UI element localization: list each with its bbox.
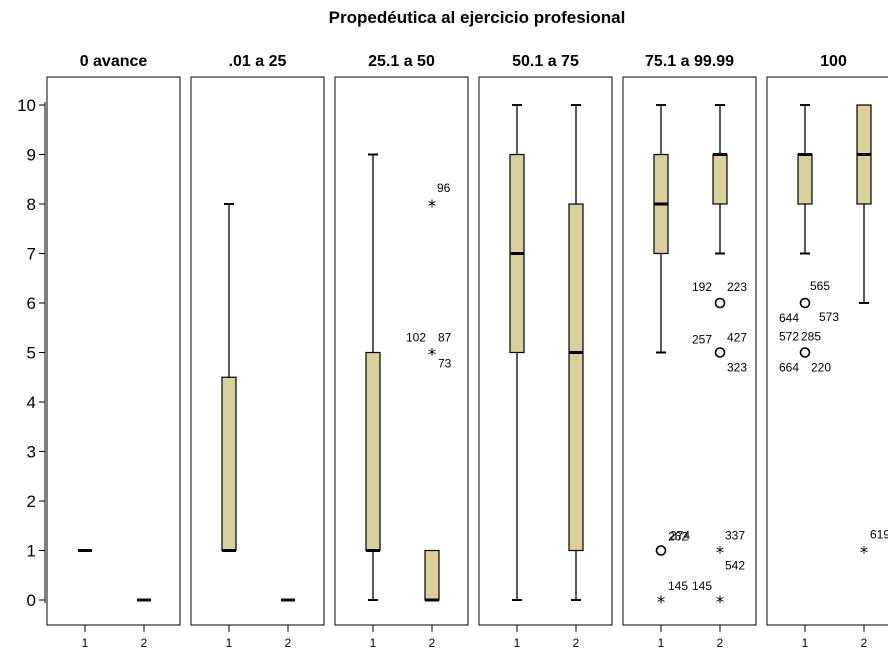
outlier-label: 102 bbox=[406, 331, 426, 345]
outlier-star: * bbox=[716, 593, 725, 613]
outlier-circle bbox=[799, 297, 811, 309]
outlier-label: 644 bbox=[779, 311, 799, 325]
outlier-label: 192 bbox=[692, 280, 712, 294]
y-tick-label: 2 bbox=[27, 492, 36, 511]
outlier-star: * bbox=[428, 346, 437, 366]
outlier-label: 274 bbox=[670, 529, 690, 543]
outlier-label: 145 bbox=[668, 579, 688, 593]
outlier-label: 619 bbox=[870, 528, 888, 542]
y-tick-label: 8 bbox=[27, 195, 36, 214]
panel: 100 1 565 644 573 572 285 664 220 2 *619 bbox=[766, 53, 888, 650]
x-tick-label: 2 bbox=[861, 636, 868, 650]
panel: 50.1 a 75 1 2 bbox=[478, 53, 613, 650]
y-tick-label: 3 bbox=[27, 443, 36, 462]
box-group: 2 bbox=[568, 104, 584, 650]
y-tick-label: 1 bbox=[27, 542, 36, 561]
outlier-label: 223 bbox=[727, 280, 747, 294]
panel-title: 50.1 a 75 bbox=[512, 53, 579, 70]
panel-frame bbox=[190, 76, 325, 626]
y-tick-label: 4 bbox=[27, 393, 36, 412]
outlier-star: * bbox=[657, 593, 666, 613]
box bbox=[568, 203, 584, 552]
box-group: 1 bbox=[78, 549, 92, 650]
outlier-label: 572 bbox=[779, 330, 799, 344]
box bbox=[221, 376, 237, 552]
panel-frame bbox=[46, 76, 181, 626]
y-tick-label: 10 bbox=[17, 96, 36, 115]
panel-frame bbox=[478, 76, 613, 626]
panel-title: 75.1 a 99.99 bbox=[645, 53, 734, 70]
x-tick-label: 2 bbox=[285, 636, 292, 650]
box-group: 2 *619 bbox=[856, 104, 888, 650]
x-tick-label: 1 bbox=[82, 636, 89, 650]
panel-title: .01 a 25 bbox=[229, 53, 287, 70]
outlier-circle bbox=[714, 297, 726, 309]
outlier-label: 664 bbox=[779, 361, 799, 375]
x-tick-label: 2 bbox=[429, 636, 436, 650]
outlier-label: 87 bbox=[438, 331, 452, 345]
box bbox=[424, 549, 440, 601]
outlier-label: 145 bbox=[692, 579, 712, 593]
x-tick-label: 1 bbox=[370, 636, 377, 650]
box-group: 1 bbox=[221, 203, 237, 650]
x-tick-label: 2 bbox=[573, 636, 580, 650]
y-tick-label: 9 bbox=[27, 146, 36, 165]
outlier-circle bbox=[655, 545, 667, 556]
outlier-label: 337 bbox=[725, 529, 745, 543]
panel: 0 avance 1 2 bbox=[46, 53, 181, 650]
x-tick-label: 1 bbox=[802, 636, 809, 650]
x-tick-label: 2 bbox=[141, 636, 148, 650]
outlier-label: 220 bbox=[811, 361, 831, 375]
chart-title: Propedéutica al ejercicio profesional bbox=[329, 8, 626, 27]
outlier-label: 427 bbox=[727, 331, 747, 345]
outlier-label: 542 bbox=[725, 559, 745, 573]
y-tick-label: 0 bbox=[27, 591, 36, 610]
outlier-label: 262 bbox=[668, 530, 688, 544]
panel-title: 25.1 a 50 bbox=[368, 53, 435, 70]
panel-frame bbox=[334, 76, 469, 626]
outlier-label: 257 bbox=[692, 333, 712, 347]
panel-title: 100 bbox=[820, 53, 847, 70]
outlier-circle bbox=[714, 347, 726, 358]
box-group: 1 565 644 573 572 285 664 220 bbox=[779, 104, 839, 650]
panel-frame bbox=[622, 76, 757, 626]
box-group: 1 262 *145 bbox=[653, 104, 688, 650]
x-tick-label: 1 bbox=[658, 636, 665, 650]
panel: .01 a 25 1 2 bbox=[190, 53, 325, 650]
y-tick-label: 6 bbox=[27, 294, 36, 313]
y-tick-label: 7 bbox=[27, 245, 36, 264]
box-group: 2 bbox=[281, 598, 295, 650]
panel-frame bbox=[766, 76, 888, 626]
box-group: 1 bbox=[509, 104, 525, 650]
box bbox=[365, 351, 381, 552]
x-tick-label: 2 bbox=[717, 636, 724, 650]
box-group: 1 bbox=[365, 153, 381, 650]
outlier-label: 573 bbox=[819, 310, 839, 324]
outlier-star: * bbox=[716, 544, 725, 564]
panel-title: 0 avance bbox=[80, 53, 148, 70]
x-tick-label: 1 bbox=[226, 636, 233, 650]
outlier-star: * bbox=[428, 197, 437, 217]
outlier-label: 285 bbox=[801, 330, 821, 344]
outlier-label: 96 bbox=[437, 181, 451, 195]
box bbox=[712, 153, 728, 205]
outlier-circle bbox=[799, 347, 811, 358]
box-group: 2 bbox=[137, 598, 151, 650]
outlier-label: 565 bbox=[810, 279, 830, 293]
outlier-label: 73 bbox=[438, 357, 452, 371]
box bbox=[797, 153, 813, 205]
y-tick-label: 5 bbox=[27, 344, 36, 363]
x-tick-label: 1 bbox=[514, 636, 521, 650]
outlier-star: * bbox=[860, 544, 869, 564]
outlier-label: 323 bbox=[727, 361, 747, 375]
